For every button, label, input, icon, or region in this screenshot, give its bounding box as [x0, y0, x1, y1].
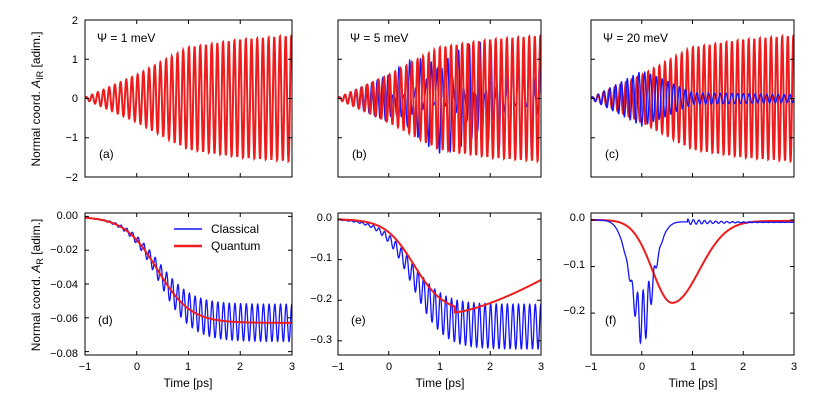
panel-c-classical-line [591, 70, 794, 128]
panel-f-classical-line [591, 218, 794, 345]
panel-f-yticklabels: 0.0 −0.1 −0.2 [563, 212, 585, 317]
panel-a-ytick-label: −2 [65, 172, 78, 184]
panel-d-yticklabels: 0.00 −0.02 −0.04 −0.06 −0.08 [50, 210, 78, 360]
panel-f-xtick-label: 0 [639, 361, 645, 373]
panel-b: Ψ = 5 meV (b) [337, 19, 542, 178]
panel-a-ytick-label: 0 [72, 93, 78, 105]
legend-classical-label: Classical [211, 222, 259, 236]
panel-d-ticks [84, 213, 293, 355]
panel-e-quantum-line [338, 218, 541, 314]
panel-e-frame [337, 212, 542, 356]
panel-c: Ψ = 20 meV (c) [590, 19, 795, 178]
panel-d-xticklabels: −1 0 1 2 3 [79, 361, 295, 373]
panel-f-quantum-line [591, 219, 794, 304]
panel-a-label: (a) [99, 147, 114, 161]
panel-d-xtick-label: 1 [185, 361, 191, 373]
panel-f-ticks [590, 213, 795, 355]
panel-e-ytick-label: −0.1 [310, 252, 332, 264]
panel-e-xtick-label: 0 [386, 361, 392, 373]
panel-d-label: (d) [98, 313, 113, 327]
panel-c-title: Ψ = 20 meV [603, 31, 668, 45]
panel-f-xtick-label: −1 [585, 361, 598, 373]
y-axis-label-top: Normal coord. AIR [adim.] [29, 31, 45, 166]
panel-f-xtick-label: 3 [791, 361, 797, 373]
panel-d-ytick-label: −0.04 [50, 279, 78, 291]
panel-f-curves [591, 218, 794, 345]
panel-f: 0.0 −0.1 −0.2 −1 0 1 2 3 (f) [563, 212, 797, 373]
panel-f-xticklabels: −1 0 1 2 3 [585, 361, 797, 373]
panel-b-label: (b) [352, 147, 367, 161]
panel-e-classical-line [338, 219, 541, 351]
x-axis-label-d: Time [ps] [164, 376, 213, 390]
panel-d-curves [85, 216, 292, 343]
panel-e-yticklabels: 0.0 −0.1 −0.2 −0.3 [310, 212, 332, 346]
panel-e-xtick-label: 1 [437, 361, 443, 373]
panel-a-ytick-label: −1 [65, 132, 78, 144]
panel-a-ytick-label: 1 [72, 54, 78, 66]
panel-f-ytick-label: −0.2 [563, 305, 585, 317]
panel-f-ytick-label: 0.0 [570, 212, 585, 224]
panel-a-ytick-label: 2 [72, 15, 78, 27]
panel-c-ticks [590, 19, 795, 178]
panel-e: 0.0 −0.1 −0.2 −0.3 −1 0 1 2 3 (e) [310, 212, 544, 373]
panel-b-title: Ψ = 5 meV [350, 31, 408, 45]
panel-e-label: (e) [351, 313, 366, 327]
panel-c-label: (c) [605, 147, 619, 161]
panel-d-xtick-label: 0 [134, 361, 140, 373]
panel-e-ytick-label: −0.3 [310, 334, 332, 346]
panel-a-quantum-line [85, 33, 292, 164]
panel-b-quantum-line [338, 33, 541, 164]
x-axis-label-e: Time [ps] [416, 376, 465, 390]
panel-d-xtick-label: −1 [79, 361, 92, 373]
panel-e-xticklabels: −1 0 1 2 3 [332, 361, 544, 373]
panel-d-ytick-label: −0.02 [50, 244, 78, 256]
panel-f-label: (f) [605, 313, 616, 327]
panel-d-quantum-line [85, 216, 292, 324]
panel-d: 0.00 −0.02 −0.04 −0.06 −0.08 −1 0 1 2 3 … [50, 210, 295, 373]
panel-a-ticks [84, 19, 293, 178]
legend-quantum-label: Quantum [211, 239, 260, 253]
y-axis-label-bottom: Normal coord. AR [adim.] [29, 219, 45, 352]
panel-c-curves [591, 33, 794, 164]
panel-a-title: Ψ = 1 meV [97, 31, 155, 45]
panel-d-ytick-label: −0.08 [50, 348, 78, 360]
panel-e-ytick-label: 0.0 [317, 212, 332, 224]
legend: Classical Quantum [174, 222, 260, 253]
panel-e-ticks [337, 213, 542, 355]
panel-d-xtick-label: 3 [289, 361, 295, 373]
panel-e-xtick-label: −1 [332, 361, 345, 373]
panel-d-xtick-label: 2 [237, 361, 243, 373]
x-axis-label-f: Time [ps] [669, 376, 718, 390]
panel-b-curves [338, 33, 541, 164]
panel-a-yticklabels: 2 1 0 −1 −2 [65, 15, 78, 184]
panel-d-ytick-label: 0.00 [57, 210, 78, 222]
panel-f-xtick-label: 1 [690, 361, 696, 373]
panel-f-ytick-label: −0.1 [563, 259, 585, 271]
panel-e-ytick-label: −0.2 [310, 293, 332, 305]
panel-c-quantum-line [591, 33, 794, 164]
panel-d-ytick-label: −0.06 [50, 313, 78, 325]
panel-a: 2 1 0 −1 −2 Ψ = 1 meV (a) [65, 15, 293, 184]
panel-e-curves [338, 218, 541, 351]
panel-e-xtick-label: 2 [487, 361, 493, 373]
panel-e-xtick-label: 3 [538, 361, 544, 373]
panel-f-xtick-label: 2 [740, 361, 746, 373]
panel-b-ticks [337, 19, 542, 178]
panel-a-curves [85, 33, 292, 164]
